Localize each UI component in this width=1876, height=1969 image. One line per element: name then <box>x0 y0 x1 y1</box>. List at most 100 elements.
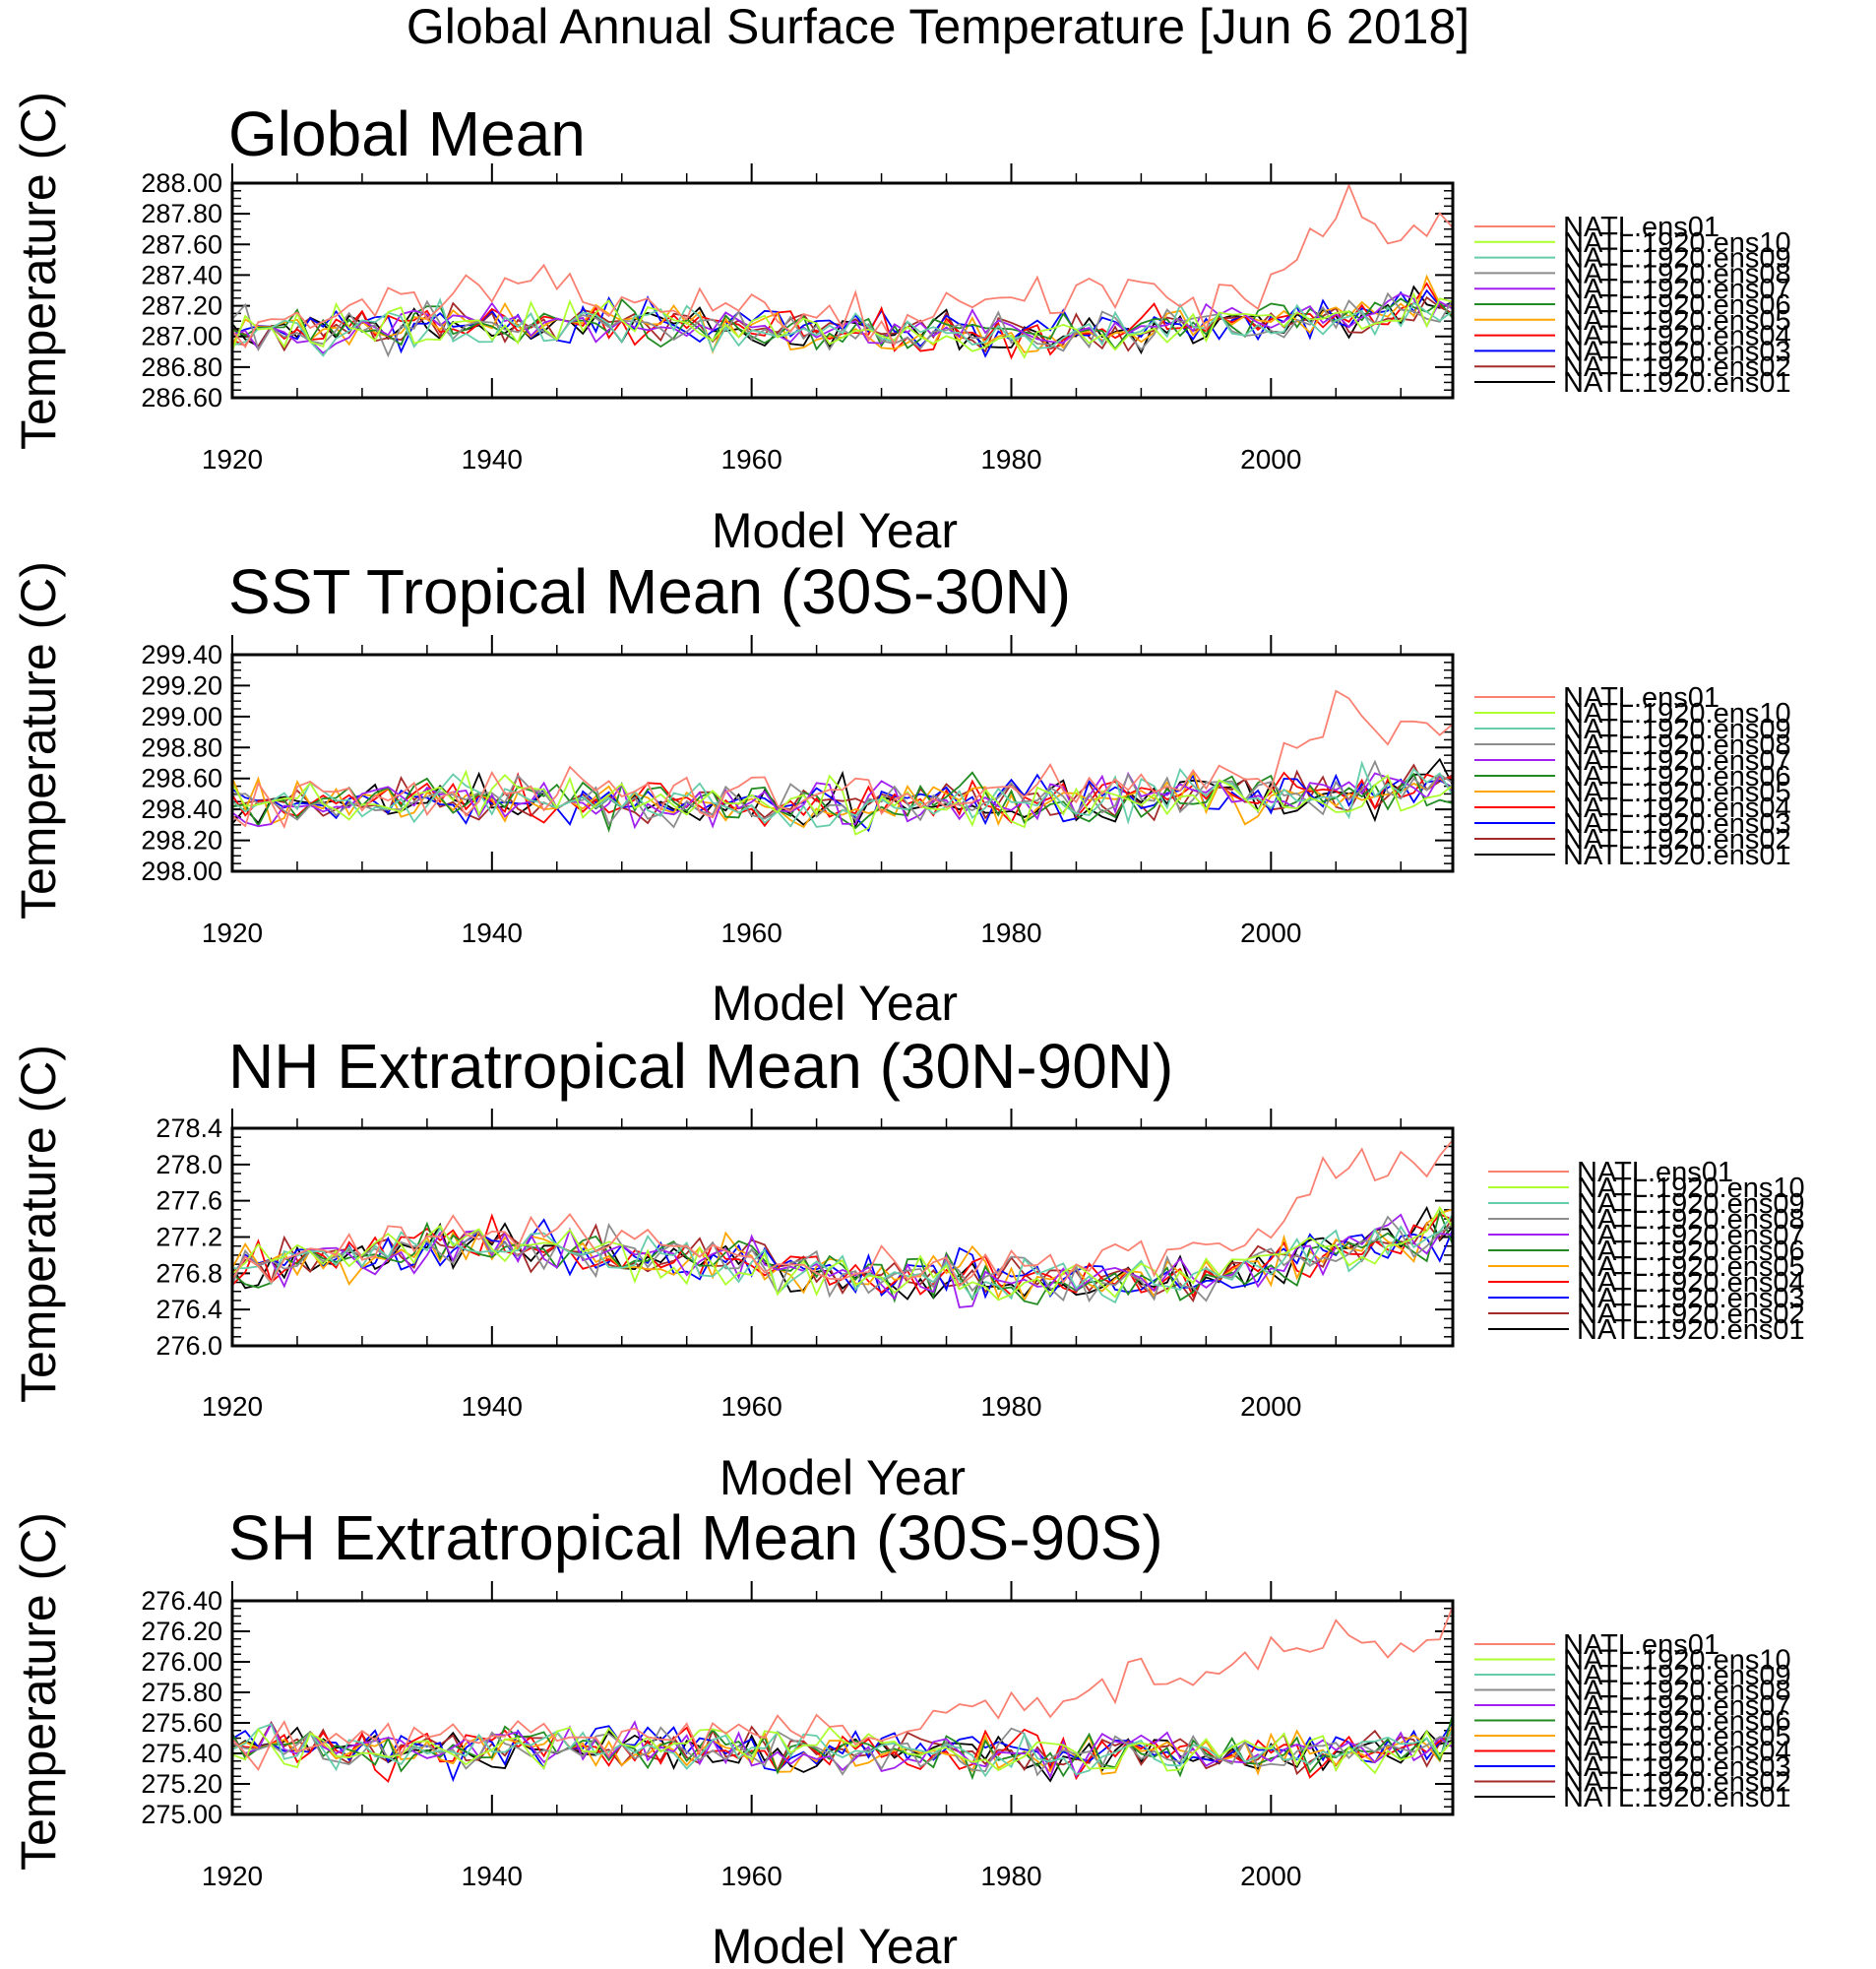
series-line-nh <box>231 1139 1454 1288</box>
y-tick-label-sst: 298.00 <box>141 857 222 886</box>
y-tick-label-sh: 275.60 <box>141 1708 222 1738</box>
legend-label-sst: NATL.1920.ens06 <box>1563 761 1791 793</box>
x-tick-label-sst: 2000 <box>1240 918 1301 948</box>
legend-label-sst: NATL.ens01 <box>1563 682 1720 714</box>
legend-label-sh: NATL.1920.ens10 <box>1563 1645 1791 1677</box>
legend-label-nh: NATL.1920.ens08 <box>1577 1204 1805 1236</box>
x-tick-label-sst: 1980 <box>980 918 1041 948</box>
panel-title-sst: SST Tropical Mean (30S-30N) <box>228 556 1071 627</box>
x-tick-label-sh: 1960 <box>721 1861 782 1891</box>
y-tick-label-sh: 276.00 <box>141 1647 222 1677</box>
x-tick-label-sh: 1920 <box>202 1861 263 1891</box>
x-tick-label-sst: 1960 <box>721 918 782 948</box>
panel-sst-tropical: SST Tropical Mean (30S-30N) Temperature … <box>11 556 1791 1031</box>
legend-sst: NATL.ens01NATL.1920.ens10NATL.1920.ens09… <box>1474 682 1791 871</box>
x-axis-label-sh: Model Year <box>712 1919 958 1969</box>
figure-title: Global Annual Surface Temperature [Jun 6… <box>406 0 1470 54</box>
series-line-sh <box>231 1714 1454 1781</box>
x-tick-label-global: 1920 <box>202 444 263 475</box>
series-lines-sst <box>231 689 1454 836</box>
x-tick-label-sh: 1980 <box>980 1861 1041 1891</box>
y-tick-label-sst: 298.40 <box>141 794 222 824</box>
plot-frame-global <box>230 181 1455 400</box>
series-line-sh <box>231 1726 1454 1775</box>
y-tick-label-nh: 276.0 <box>156 1331 222 1361</box>
legend-label-sh: NATL.1920.ens05 <box>1563 1721 1791 1752</box>
y-tick-label-global: 287.20 <box>141 291 222 321</box>
y-tick-label-global: 288.00 <box>141 168 222 198</box>
x-ticks-nh: 1920 1940 1960 1980 2000 <box>202 1109 1402 1422</box>
legend-label-nh: NATL.1920.ens10 <box>1577 1173 1805 1204</box>
plot-frame-sst <box>230 653 1455 873</box>
legend-label-nh: NATL.1920.ens07 <box>1577 1220 1805 1251</box>
legend-label-sst: NATL.1920.ens03 <box>1563 808 1791 840</box>
series-lines-sh <box>231 1605 1454 1784</box>
legend-label-sh: NATL.1920.ens02 <box>1563 1767 1791 1799</box>
legend-label-global: NATL.1920.ens02 <box>1563 351 1791 383</box>
y-tick-label-sh: 275.40 <box>141 1739 222 1768</box>
legend-label-global: NATL.ens01 <box>1563 212 1720 243</box>
y-tick-label-sh: 275.00 <box>141 1800 222 1829</box>
legend-label-sh: NATL.1920.ens04 <box>1563 1737 1791 1768</box>
x-tick-label-sh: 1940 <box>462 1861 523 1891</box>
y-tick-label-sh: 275.80 <box>141 1678 222 1707</box>
x-tick-label-nh: 2000 <box>1240 1391 1301 1422</box>
series-line-global <box>231 291 1454 359</box>
y-tick-label-nh: 278.0 <box>156 1150 222 1179</box>
x-tick-label-nh: 1940 <box>462 1391 523 1422</box>
y-axis-label-nh: Temperature (C) <box>11 1045 66 1403</box>
legend-label-nh: NATL.1920.ens09 <box>1577 1188 1805 1220</box>
x-tick-label-nh: 1960 <box>721 1391 782 1422</box>
legend-label-sst: NATL.1920.ens01 <box>1563 840 1791 871</box>
x-tick-label-sst: 1920 <box>202 918 263 948</box>
series-line-global <box>231 297 1454 351</box>
y-axis-label-global: Temperature (C) <box>11 92 66 450</box>
legend-label-global: NATL.1920.ens10 <box>1563 227 1791 259</box>
legend-label-sst: NATL.1920.ens08 <box>1563 730 1791 761</box>
panel-global-mean: Global Mean Temperature (C) Model Year 2… <box>11 92 1791 558</box>
legend-label-nh: NATL.1920.ens04 <box>1577 1267 1805 1299</box>
x-axis-label-sst: Model Year <box>712 976 958 1031</box>
y-tick-label-global: 286.60 <box>141 383 222 413</box>
series-line-nh <box>231 1205 1454 1301</box>
legend-label-global: NATL.1920.ens09 <box>1563 243 1791 275</box>
legend-label-nh: NATL.1920.ens03 <box>1577 1283 1805 1314</box>
series-line-global <box>231 292 1454 354</box>
x-tick-label-global: 1940 <box>462 444 523 475</box>
plot-frame-sh <box>230 1599 1455 1816</box>
legend-label-nh: NATL.1920.ens06 <box>1577 1236 1805 1267</box>
legend-label-sh: NATL.1920.ens09 <box>1563 1660 1791 1691</box>
y-axis-label-sh: Temperature (C) <box>11 1512 66 1871</box>
y-tick-label-global: 287.40 <box>141 260 222 289</box>
series-line-sh <box>231 1605 1454 1771</box>
y-tick-label-global: 287.60 <box>141 229 222 259</box>
legend-label-global: NATL.1920.ens01 <box>1563 367 1791 399</box>
y-ticks-sh: 276.40276.20276.00275.80275.60275.40275.… <box>141 1586 1453 1829</box>
legend-label-sst: NATL.1920.ens04 <box>1563 793 1791 824</box>
legend-label-global: NATL.1920.ens07 <box>1563 274 1791 305</box>
x-tick-label-global: 1980 <box>980 444 1041 475</box>
y-tick-label-global: 287.80 <box>141 199 222 228</box>
legend-label-nh: NATL.1920.ens02 <box>1577 1299 1805 1330</box>
x-tick-label-sst: 1940 <box>462 918 523 948</box>
y-tick-label-global: 287.00 <box>141 322 222 351</box>
legend-label-global: NATL.1920.ens05 <box>1563 305 1791 337</box>
legend-label-sst: NATL.1920.ens10 <box>1563 698 1791 730</box>
legend-label-sst: NATL.1920.ens05 <box>1563 777 1791 808</box>
series-line-nh <box>231 1209 1454 1305</box>
series-line-sst <box>231 689 1454 830</box>
legend-global: NATL.ens01NATL.1920.ens10NATL.1920.ens09… <box>1474 212 1791 399</box>
y-tick-label-sh: 275.20 <box>141 1769 222 1799</box>
x-tick-label-global: 2000 <box>1240 444 1301 475</box>
y-tick-label-sst: 299.40 <box>141 640 222 669</box>
plot-frame-nh <box>230 1126 1455 1348</box>
y-tick-label-global: 286.80 <box>141 352 222 382</box>
legend-label-global: NATL.1920.ens06 <box>1563 289 1791 321</box>
panel-title-sh: SH Extratropical Mean (30S-90S) <box>228 1502 1163 1573</box>
legend-label-nh: NATL.ens01 <box>1577 1157 1733 1188</box>
legend-label-sh: NATL.ens01 <box>1563 1629 1720 1661</box>
x-ticks-global: 1920 1940 1960 1980 2000 <box>202 163 1402 475</box>
legend-label-sh: NATL.1920.ens03 <box>1563 1751 1791 1783</box>
series-line-sh <box>231 1723 1454 1778</box>
x-tick-label-sh: 2000 <box>1240 1861 1301 1891</box>
